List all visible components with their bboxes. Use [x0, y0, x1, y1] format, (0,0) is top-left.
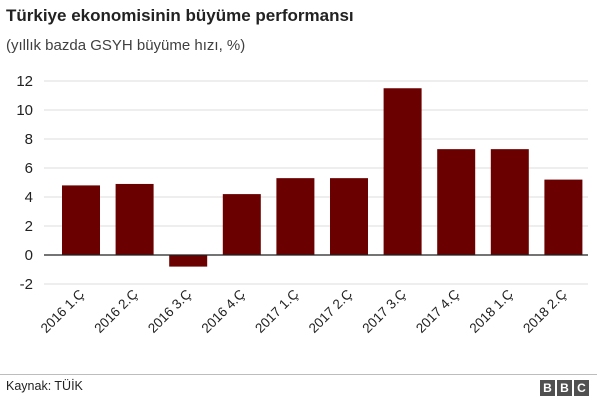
source-note: Kaynak: TÜİK: [6, 379, 83, 393]
y-tick-label: 0: [25, 247, 33, 264]
x-tick-label: 2016 1.Ç: [38, 286, 88, 336]
bar: [383, 88, 422, 255]
bar: [62, 185, 100, 255]
y-tick-label: 10: [16, 102, 33, 119]
x-tick-label: 2016 4.Ç: [199, 286, 249, 336]
x-tick-label: 2017 4.Ç: [413, 286, 463, 336]
chart-subtitle: (yıllık bazda GSYH büyüme hızı, %): [6, 37, 246, 54]
y-tick-label: 6: [25, 160, 33, 177]
x-tick-label: 2017 3.Ç: [359, 286, 409, 336]
bar: [330, 178, 368, 255]
x-tick-label: 2018 2.Ç: [520, 286, 570, 336]
footer-divider: [0, 374, 597, 375]
y-tick-label: 8: [25, 131, 33, 148]
bar: [115, 183, 154, 255]
bbc-logo: B B C: [540, 380, 589, 396]
x-tick-label: 2016 3.Ç: [145, 286, 195, 336]
x-tick-label: 2017 1.Ç: [252, 286, 302, 336]
y-tick-label: -2: [20, 276, 33, 293]
x-axis-tick-labels: 2016 1.Ç 2016 2.Ç 2016 3.Ç 2016 4.Ç 2017 1.Ç…: [38, 286, 570, 336]
bar: [544, 179, 583, 255]
x-tick-label: 2018 1.Ç: [467, 286, 517, 336]
bar: [276, 178, 315, 255]
y-axis-ticks: -2 0 2 4 6 8 10 12: [16, 73, 33, 293]
y-tick-label: 4: [25, 189, 33, 206]
chart-title: Türkiye ekonomisinin büyüme performansı: [6, 6, 354, 25]
bar: [490, 149, 529, 255]
logo-letter: B: [540, 380, 555, 396]
y-tick-label: 2: [25, 218, 33, 235]
logo-letter: B: [557, 380, 572, 396]
bar: [222, 194, 261, 255]
bar: [169, 255, 208, 267]
logo-letter: C: [574, 380, 589, 396]
x-tick-label: 2017 2.Ç: [306, 286, 356, 336]
bar: [437, 149, 476, 255]
x-tick-label: 2016 2.Ç: [91, 286, 141, 336]
y-tick-label: 12: [16, 73, 33, 90]
bars: [62, 88, 583, 267]
